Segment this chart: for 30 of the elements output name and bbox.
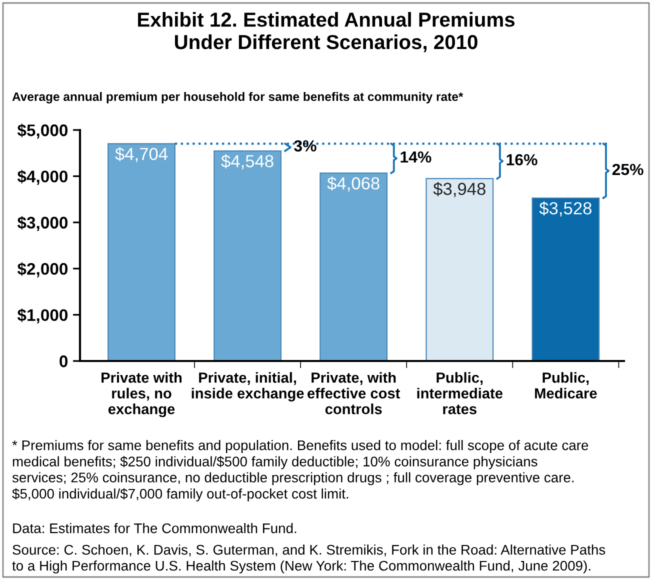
- y-tick-label: $3,000: [17, 216, 68, 232]
- x-tick-label: Public, Medicare: [535, 372, 597, 399]
- y-tick-label: $5,000: [17, 124, 68, 139]
- x-tick-label: Private, initial, inside exchange: [192, 372, 304, 402]
- x-tick-label: Private, with effective cost controls: [308, 372, 400, 414]
- source-note: Source: C. Schoen, K. Davis, S. Guterman, and K. Stremikis, Fork in the Road: Alternative Paths to a High Performance U.S. Health System (New York: The Commonwealth Fund, June 2009).: [12, 544, 606, 574]
- annotation: 25%: [612, 164, 644, 176]
- y-tick-label: $2,000: [17, 262, 68, 278]
- data-label: $4,548: [221, 154, 274, 170]
- bar: [320, 172, 388, 361]
- text: * Premiums for same benefits and population. Benefits used to model: full scope of acute care medical benefits; $250 individual/$500 family deductible; 10% coinsurance physicians services; 25% coinsurance, no deductible prescription drugs ; full coverage preventive care. $5,000 individual/$7,000 family out-of-pocket cost limit.: [12, 440, 588, 502]
- annotation: 16%: [506, 154, 538, 166]
- bar: [108, 143, 176, 361]
- data-label: $3,948: [433, 182, 486, 198]
- bar: [532, 197, 600, 361]
- y-tick-label: $1,000: [17, 308, 68, 324]
- chart-subtitle: Average annual premium per household for same benefits at community rate*: [12, 92, 464, 104]
- data-label: $3,528: [539, 201, 592, 217]
- y-tick-label: 0: [60, 355, 68, 368]
- annotation: 3%: [294, 140, 316, 152]
- x-tick-label: Private with rules, no exchange: [102, 372, 182, 418]
- bar: [426, 178, 494, 361]
- chart-title: Exhibit 12. Estimated Annual Premiums Under Different Scenarios, 2010: [138, 12, 514, 52]
- text: Data: Estimates for The Commonwealth Fund.: [13, 523, 296, 534]
- y-tick-label: $4,000: [17, 170, 68, 185]
- bar: [214, 150, 282, 361]
- annotation: 14%: [400, 151, 432, 163]
- data-label: $4,068: [327, 176, 380, 192]
- x-tick-label: Public, intermediate rates: [417, 372, 502, 414]
- data-label: $4,704: [115, 147, 168, 162]
